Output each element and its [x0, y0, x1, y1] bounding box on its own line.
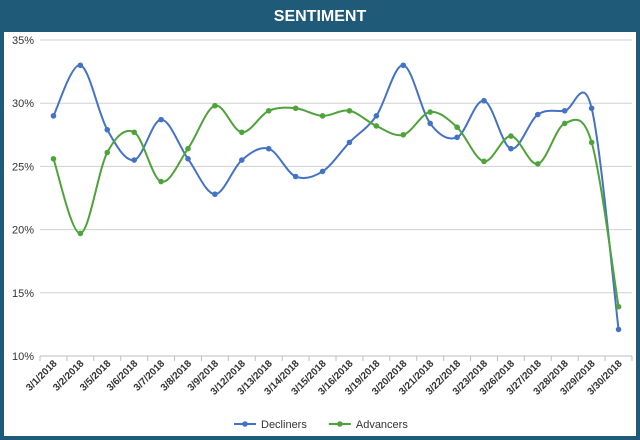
- data-point-advancers: [427, 109, 433, 115]
- plot-card: 10% 15% 20% 25% 30% 35% 3/1/2018 3/2/2018 3/5/20…: [4, 32, 636, 436]
- legend: Decliners Advancers: [234, 419, 408, 431]
- data-point-decliners: [212, 191, 218, 198]
- data-point-advancers: [131, 129, 137, 136]
- data-point-decliners: [400, 62, 407, 69]
- data-point-advancers: [508, 133, 514, 139]
- data-point-advancers: [319, 113, 326, 119]
- data-point-decliners: [427, 120, 433, 127]
- data-point-decliners: [373, 113, 380, 119]
- data-point-advancers: [561, 120, 568, 127]
- data-point-advancers: [77, 230, 84, 237]
- data-point-decliners: [561, 107, 568, 114]
- data-point-advancers: [292, 105, 299, 112]
- data-point-decliners: [185, 156, 191, 162]
- data-point-decliners: [346, 139, 353, 146]
- data-point-decliners: [77, 62, 84, 69]
- data-point-advancers: [239, 129, 245, 136]
- data-point-advancers: [454, 124, 460, 131]
- data-point-advancers: [185, 145, 191, 152]
- data-point-advancers: [212, 102, 218, 109]
- data-point-decliners: [158, 116, 164, 123]
- series-layer: [50, 62, 622, 333]
- legend-marker-advancers: [337, 421, 343, 427]
- axis-layer: 10%15%20%25%30%35%3/1/20183/2/20183/5/20…: [12, 35, 633, 398]
- data-point-advancers: [50, 156, 57, 162]
- grid-layer: [40, 39, 632, 357]
- data-point-advancers: [373, 123, 380, 129]
- data-point-decliners: [508, 145, 514, 152]
- data-point-advancers: [265, 107, 272, 114]
- data-point-decliners: [588, 105, 595, 112]
- data-point-decliners: [239, 157, 245, 163]
- y-tick-label: 20%: [12, 225, 34, 237]
- data-point-decliners: [131, 157, 137, 163]
- data-point-advancers: [481, 158, 487, 165]
- series-line-decliners: [52, 64, 620, 330]
- legend-marker-decliners: [242, 421, 248, 427]
- data-point-advancers: [346, 107, 353, 114]
- chart-svg: 10%15%20%25%30%35%3/1/20183/2/20183/5/20…: [12, 35, 633, 431]
- data-point-advancers: [615, 303, 622, 310]
- y-tick-label: 25%: [12, 161, 34, 173]
- legend-label-advancers: Advancers: [356, 419, 408, 431]
- data-point-advancers: [104, 149, 111, 156]
- y-tick-label: 30%: [12, 98, 34, 110]
- data-point-advancers: [588, 139, 595, 146]
- data-point-decliners: [535, 111, 541, 118]
- y-tick-label: 10%: [12, 351, 34, 363]
- data-point-decliners: [50, 113, 57, 119]
- data-point-advancers: [535, 161, 541, 167]
- data-point-decliners: [481, 97, 487, 104]
- y-tick-label: 15%: [12, 288, 34, 300]
- legend-label-decliners: Decliners: [261, 419, 307, 431]
- series-line-advancers: [52, 104, 620, 307]
- data-point-advancers: [158, 178, 164, 185]
- data-point-advancers: [400, 132, 407, 138]
- data-point-decliners: [265, 145, 272, 152]
- data-point-decliners: [292, 173, 299, 180]
- data-point-decliners: [454, 134, 460, 141]
- data-point-decliners: [319, 168, 326, 175]
- chart-title: SENTIMENT: [273, 8, 367, 25]
- y-tick-label: 35%: [12, 35, 34, 47]
- data-point-decliners: [615, 326, 622, 333]
- data-point-decliners: [104, 126, 111, 133]
